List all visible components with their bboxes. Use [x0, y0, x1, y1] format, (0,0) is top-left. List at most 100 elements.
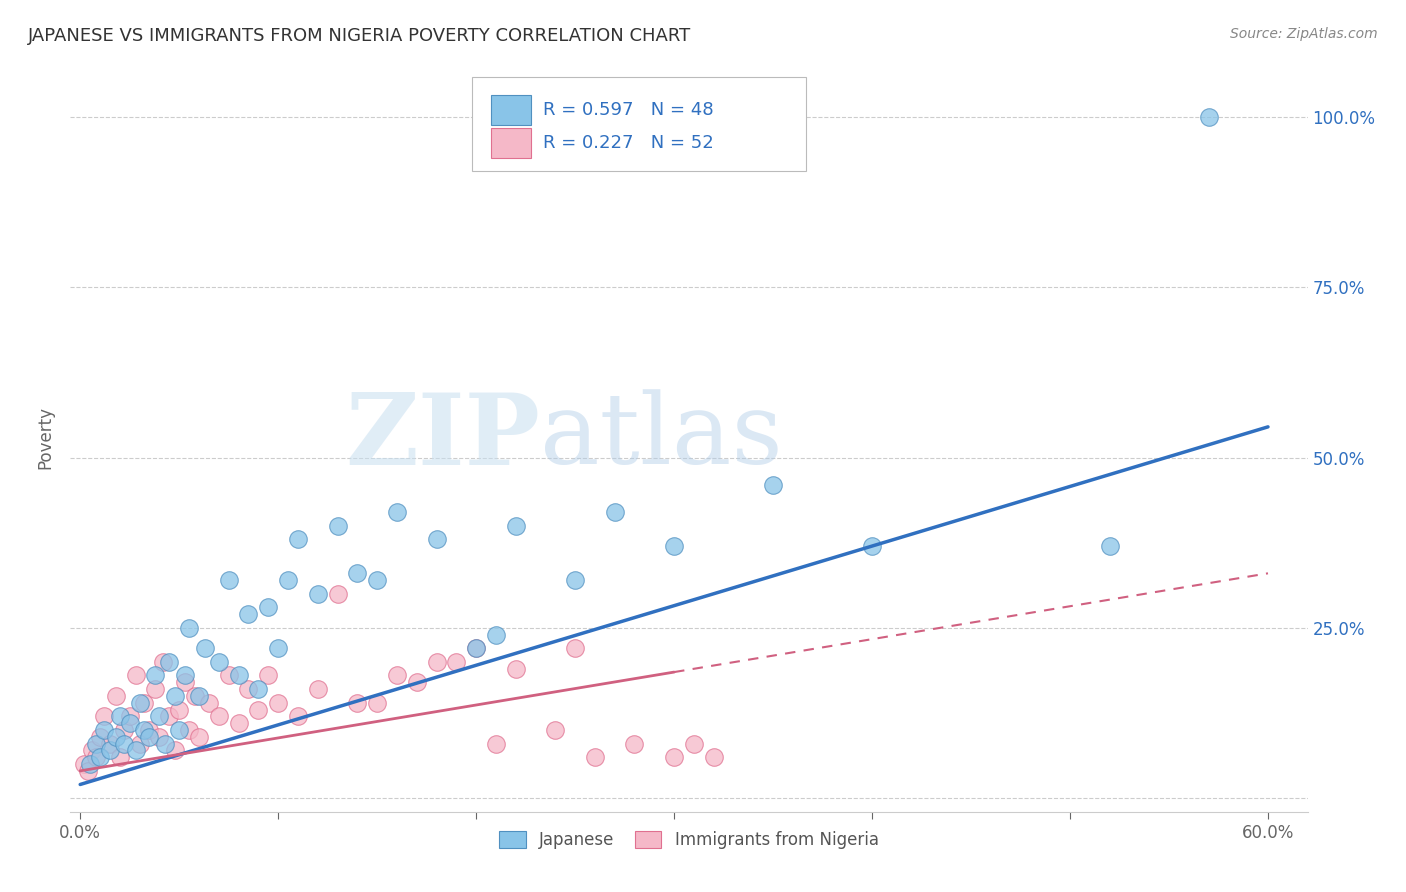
Point: [307, 682, 329, 697]
Point: [165, 743, 187, 757]
Point: [177, 723, 200, 737]
Point: [132, 723, 155, 737]
Point: [238, 607, 260, 622]
Point: [93, 723, 115, 737]
Point: [564, 641, 586, 656]
Text: R = 0.597   N = 48: R = 0.597 N = 48: [543, 101, 714, 119]
Point: [79, 757, 101, 772]
Point: [326, 587, 349, 601]
Point: [145, 682, 167, 697]
Text: atlas: atlas: [540, 389, 783, 485]
Point: [762, 477, 785, 491]
Point: [84, 750, 107, 764]
Point: [366, 696, 388, 710]
Point: [267, 641, 290, 656]
Point: [366, 573, 388, 587]
Point: [188, 689, 211, 703]
Point: [167, 723, 190, 737]
Point: [148, 730, 170, 744]
Point: [77, 764, 100, 778]
Point: [346, 696, 368, 710]
Point: [247, 702, 270, 716]
Point: [108, 750, 131, 764]
Point: [188, 730, 211, 744]
Point: [112, 723, 135, 737]
Point: [287, 709, 309, 723]
Point: [174, 668, 197, 682]
Point: [385, 505, 408, 519]
Point: [167, 702, 190, 716]
Point: [277, 573, 299, 587]
Point: [118, 709, 141, 723]
Point: [89, 730, 111, 744]
Text: R = 0.227   N = 52: R = 0.227 N = 52: [543, 134, 714, 152]
Text: ZIP: ZIP: [346, 389, 540, 485]
Point: [198, 696, 221, 710]
Y-axis label: Poverty: Poverty: [37, 406, 55, 468]
Point: [155, 737, 177, 751]
Point: [247, 682, 270, 697]
Point: [73, 757, 96, 772]
Point: [238, 682, 260, 697]
Point: [287, 533, 309, 547]
Point: [108, 709, 131, 723]
Point: [662, 539, 685, 553]
Point: [177, 621, 200, 635]
Point: [257, 600, 280, 615]
Point: [104, 689, 127, 703]
Point: [124, 668, 146, 682]
Point: [208, 709, 231, 723]
Point: [446, 655, 468, 669]
Point: [208, 655, 231, 669]
Point: [505, 662, 527, 676]
Point: [257, 668, 280, 682]
Point: [346, 566, 368, 581]
Point: [80, 743, 103, 757]
Text: JAPANESE VS IMMIGRANTS FROM NIGERIA POVERTY CORRELATION CHART: JAPANESE VS IMMIGRANTS FROM NIGERIA POVE…: [28, 27, 692, 45]
Point: [89, 750, 111, 764]
Point: [98, 737, 121, 751]
Point: [228, 668, 250, 682]
Point: [218, 668, 240, 682]
Point: [544, 723, 567, 737]
Point: [307, 587, 329, 601]
Legend: Japanese, Immigrants from Nigeria: Japanese, Immigrants from Nigeria: [492, 824, 886, 855]
Point: [145, 668, 167, 682]
Point: [157, 709, 180, 723]
Point: [194, 641, 217, 656]
Point: [98, 743, 121, 757]
Point: [1198, 110, 1220, 124]
Point: [485, 737, 508, 751]
Point: [218, 573, 240, 587]
Point: [564, 573, 586, 587]
Point: [623, 737, 645, 751]
Point: [157, 655, 180, 669]
Point: [860, 539, 883, 553]
FancyBboxPatch shape: [472, 78, 807, 171]
Point: [662, 750, 685, 764]
Point: [505, 518, 527, 533]
Point: [138, 723, 160, 737]
Point: [84, 737, 107, 751]
Point: [104, 730, 127, 744]
Point: [148, 709, 170, 723]
Point: [583, 750, 606, 764]
Point: [1098, 539, 1121, 553]
Point: [152, 655, 174, 669]
Point: [703, 750, 725, 764]
Point: [385, 668, 408, 682]
Point: [465, 641, 488, 656]
Bar: [491, 95, 530, 125]
Point: [138, 730, 160, 744]
Point: [683, 737, 706, 751]
Point: [267, 696, 290, 710]
Point: [465, 641, 488, 656]
Point: [112, 737, 135, 751]
Point: [128, 696, 150, 710]
Point: [603, 505, 626, 519]
Point: [118, 716, 141, 731]
Bar: [491, 128, 530, 158]
Point: [165, 689, 187, 703]
Point: [326, 518, 349, 533]
Point: [124, 743, 146, 757]
